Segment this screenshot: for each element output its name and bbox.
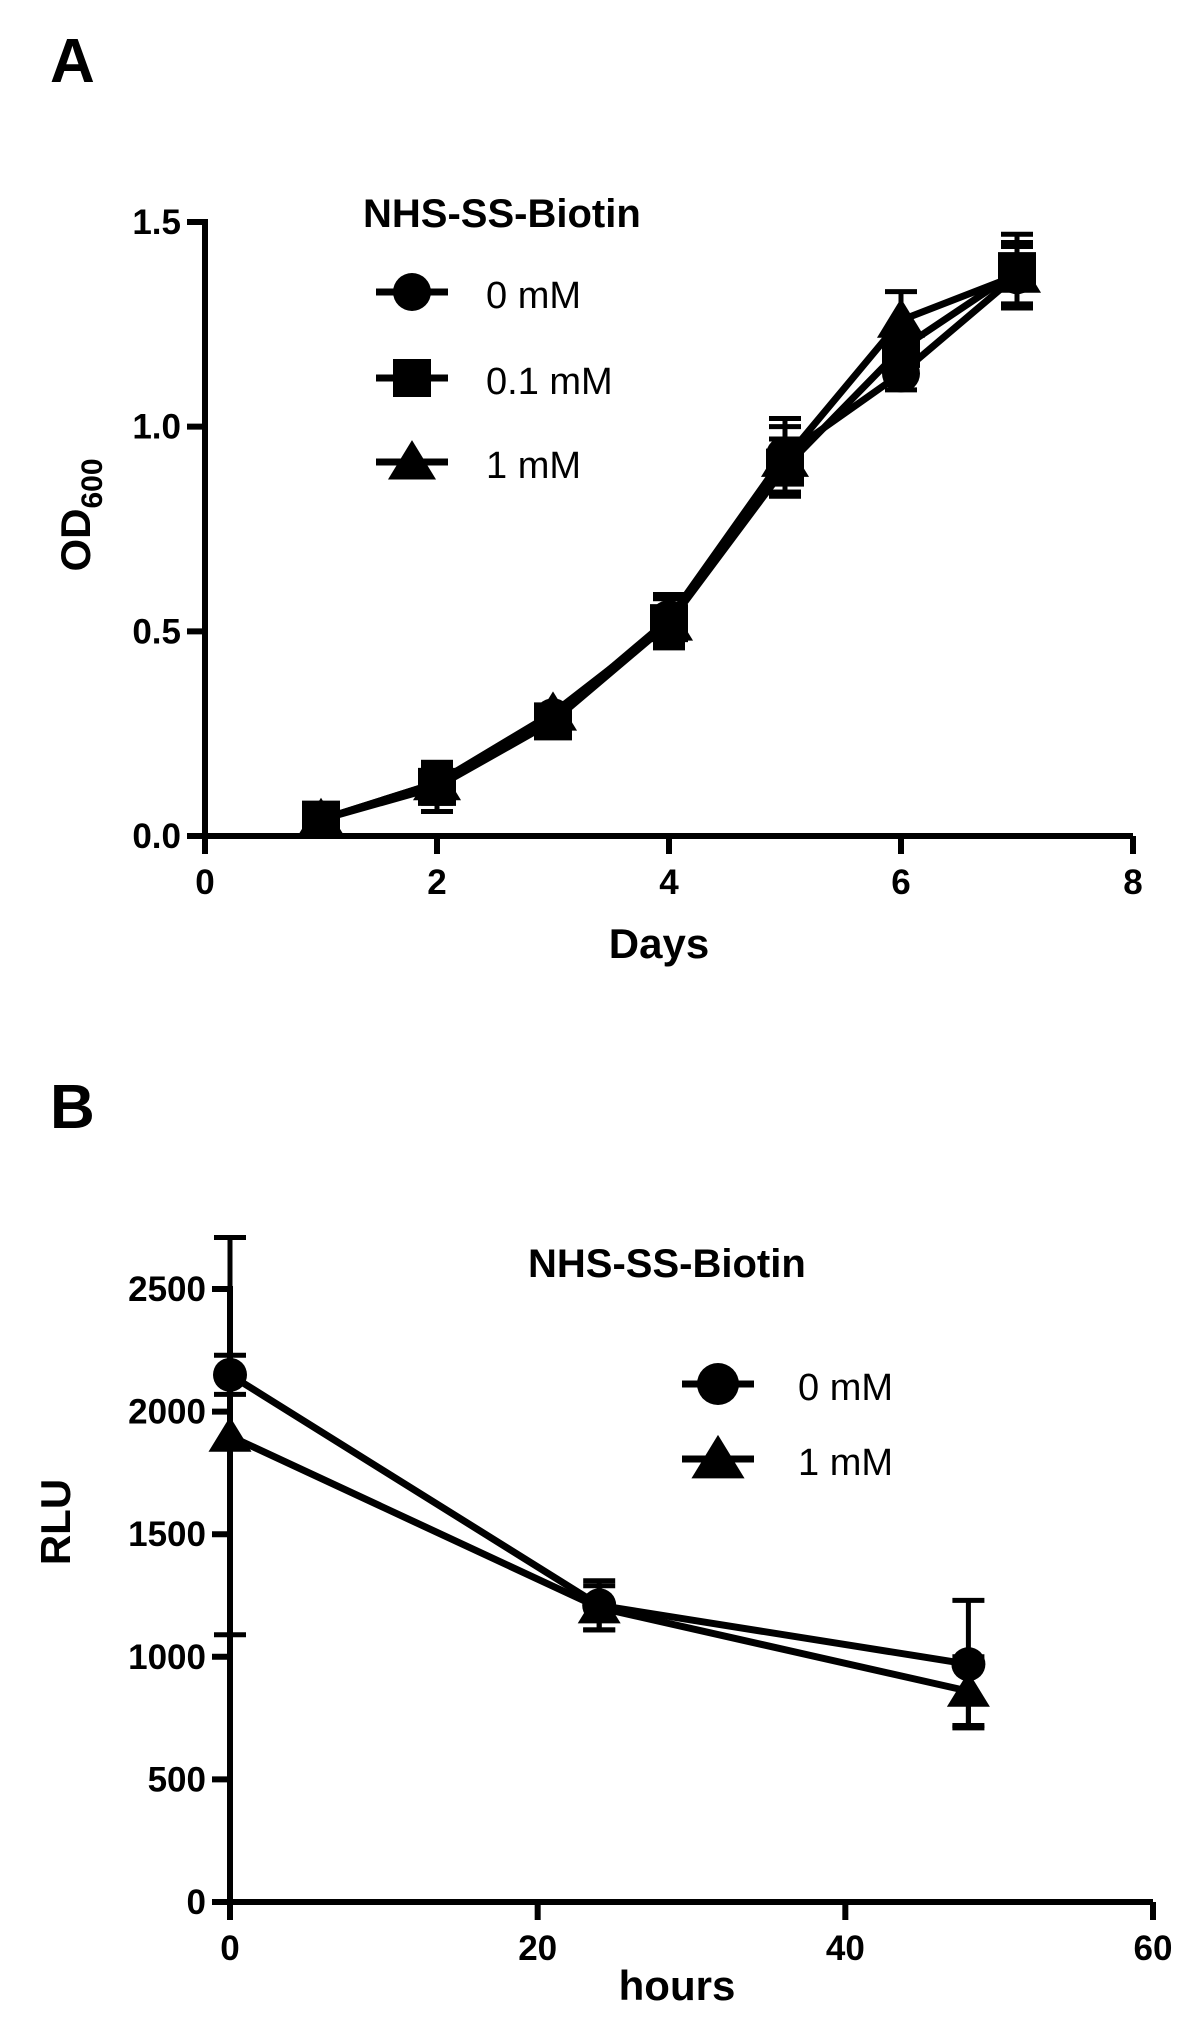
legend-item-a-3: 1 mM	[376, 440, 581, 487]
y-tick-label-b: 2000	[128, 1393, 206, 1432]
y-tick-label-b: 1000	[128, 1638, 206, 1677]
axes-a: 0 2 4 6 8 0.0 0.5 1.0 1.5	[132, 203, 1142, 902]
x-tick-label-a: 6	[891, 863, 910, 902]
series-b-2	[208, 1235, 990, 1728]
legend-item-a-1: 0 mM	[376, 273, 581, 317]
y-tick-label-b: 1500	[128, 1515, 206, 1554]
x-tick-label-b: 60	[1134, 1929, 1173, 1968]
y-tick-label-a: 1.0	[132, 408, 181, 447]
legend-item-a-2: 0.1 mM	[376, 359, 613, 403]
y-axis-label-subscript-a: 600	[76, 458, 109, 508]
legend-title-a: NHS-SS-Biotin	[363, 192, 641, 236]
y-tick-label-a: 0.0	[132, 817, 181, 856]
series-a-3	[296, 239, 1042, 838]
y-tick-label-a: 0.5	[132, 612, 181, 651]
data-point-triangle	[760, 437, 810, 477]
panel-letter-a: A	[50, 27, 95, 96]
data-point-triangle	[528, 691, 578, 731]
y-axis-label-a: OD600	[52, 458, 109, 571]
legend-label: 0 mM	[798, 1367, 893, 1409]
y-axis-label-b: RLU	[32, 1479, 79, 1565]
x-axis-label-a: Days	[609, 920, 709, 967]
data-point-triangle	[644, 601, 694, 641]
x-tick-label-a: 8	[1123, 863, 1142, 902]
x-axis-label-b: hours	[619, 1962, 736, 2009]
legend-a: 0 mM 0.1 mM 1 mM	[376, 273, 613, 487]
legend-item-b-1: 0 mM	[682, 1363, 893, 1409]
x-tick-label-b: 40	[826, 1929, 865, 1968]
plot-area-b	[208, 1235, 990, 1731]
legend-b: 0 mM 1 mM	[682, 1363, 893, 1484]
panel-letter-b: B	[50, 1073, 95, 1142]
series-a-2	[302, 231, 1036, 839]
legend-marker-triangle	[387, 440, 437, 480]
plot-area-a	[296, 231, 1042, 839]
y-tick-label-a: 1.5	[132, 203, 181, 242]
x-tick-label-a: 4	[659, 863, 679, 902]
legend-label: 0.1 mM	[486, 361, 613, 403]
y-axis-label-main-a: OD	[52, 509, 99, 572]
data-point-triangle	[296, 797, 346, 838]
data-point-triangle	[946, 1671, 990, 1707]
legend-title-b: NHS-SS-Biotin	[528, 1242, 806, 1286]
panel-b: B NHS-SS-Biotin hours RLU 0 20 40 60 0 500 100…	[32, 1073, 1172, 2009]
x-tick-label-b: 20	[518, 1929, 557, 1968]
y-tick-label-b: 0	[187, 1883, 206, 1922]
data-point-triangle	[577, 1588, 621, 1624]
legend-item-b-2: 1 mM	[682, 1434, 893, 1484]
legend-marker-circle	[393, 273, 431, 311]
data-point-triangle	[412, 760, 462, 801]
x-tick-label-a: 0	[195, 863, 214, 902]
legend-marker-circle	[697, 1363, 739, 1405]
legend-marker-square	[393, 359, 431, 397]
legend-marker-triangle	[691, 1434, 745, 1479]
x-tick-label-b: 0	[220, 1929, 239, 1968]
data-point-triangle	[876, 298, 926, 338]
panel-a: A NHS-SS-Biotin Days OD600 0 2 4 6 8 0.0 0.5 1.…	[50, 27, 1143, 967]
data-point-triangle	[208, 1416, 252, 1452]
y-tick-label-b: 500	[148, 1760, 206, 1799]
data-point-triangle	[992, 253, 1042, 293]
y-tick-label-b: 2500	[128, 1270, 206, 1309]
legend-label: 1 mM	[486, 445, 581, 487]
legend-label: 1 mM	[798, 1442, 893, 1484]
legend-label: 0 mM	[486, 275, 581, 317]
x-tick-label-a: 2	[427, 863, 446, 902]
